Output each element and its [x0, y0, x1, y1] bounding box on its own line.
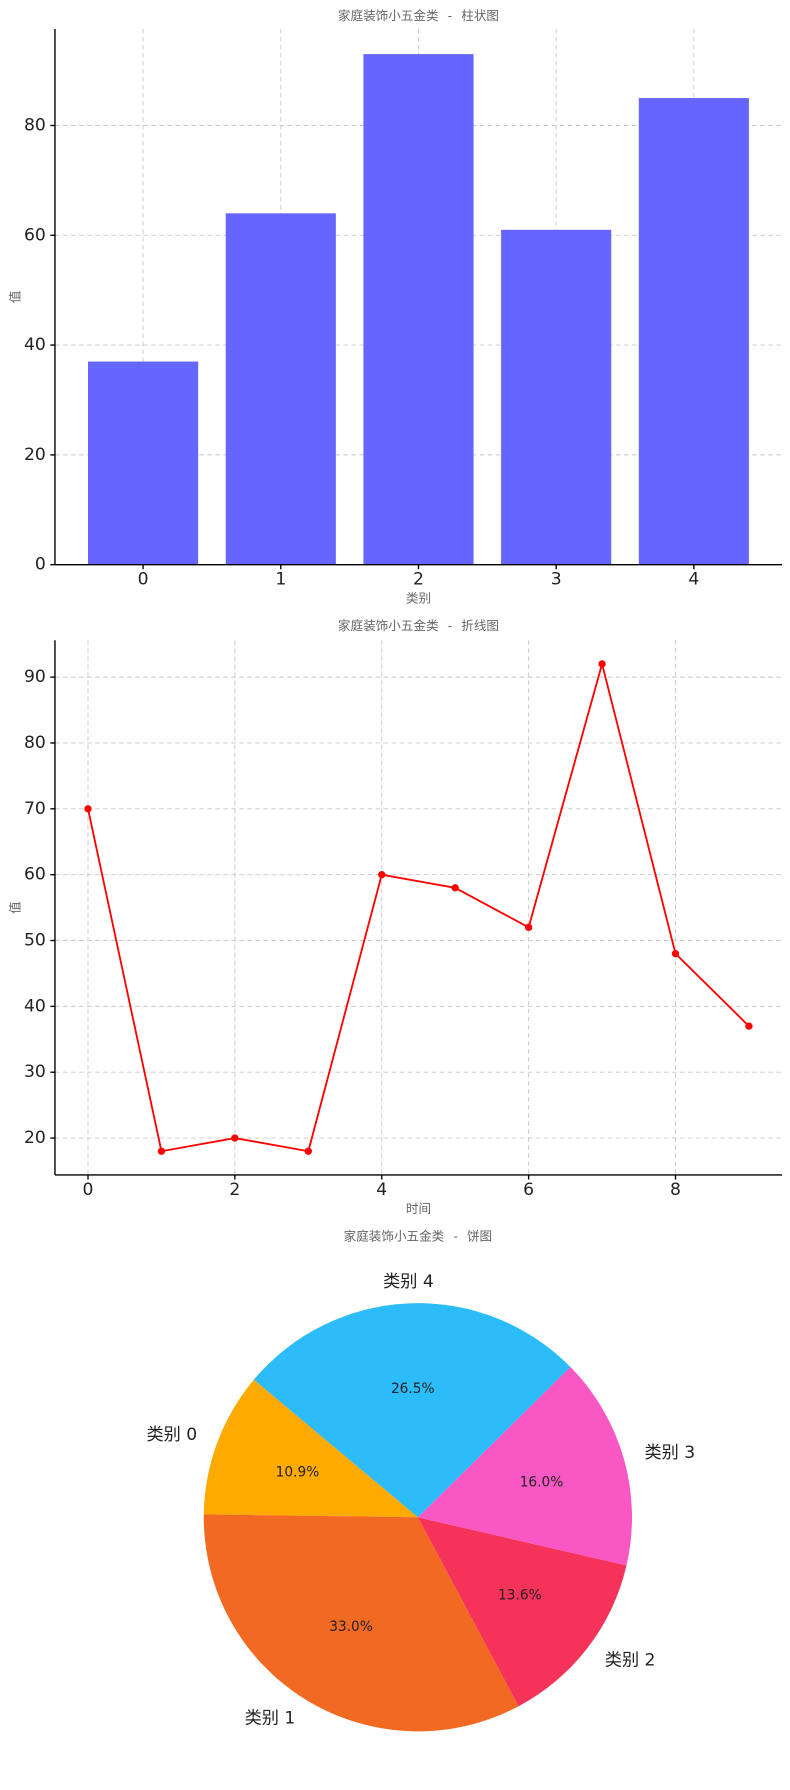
value-label: 10.9% [276, 1465, 320, 1481]
y-tick-label: 60 [24, 225, 46, 245]
y-tick-label: 0 [35, 555, 46, 575]
y-tick-label: 90 [24, 667, 46, 687]
pie-slice [417, 1517, 627, 1707]
y-tick-label: 80 [24, 115, 46, 135]
y-tick-label: 40 [24, 996, 46, 1016]
value-label: 33.0% [329, 1619, 373, 1635]
x-tick-label: 0 [138, 570, 149, 590]
pie-slice [203, 1514, 519, 1732]
value-label: 13.6% [498, 1587, 542, 1603]
x-tick-label: 4 [688, 570, 699, 590]
point [84, 805, 92, 813]
x-tick-label: 1 [275, 570, 286, 590]
y-tick-label: 30 [24, 1062, 46, 1082]
point [304, 1147, 312, 1155]
chart-title: 家庭装饰小五金类 - 柱状图 [338, 8, 499, 23]
point [451, 884, 459, 892]
point [524, 923, 533, 932]
point [157, 1147, 166, 1155]
slice-label: 类别 3 [645, 1443, 696, 1463]
bar [363, 54, 474, 565]
x-tick-label: 6 [523, 1180, 534, 1200]
chart-title: 家庭装饰小五金类 - 折线图 [338, 618, 499, 633]
y-axis-label: 值 [8, 290, 23, 303]
line [87, 660, 750, 1153]
x-tick-label: 3 [551, 570, 562, 590]
y-tick-label: 50 [24, 931, 46, 951]
x-axis-label: 类别 [406, 591, 431, 606]
point [671, 950, 680, 958]
x-tick-label: 2 [413, 570, 424, 590]
x-tick-label: 0 [83, 1180, 94, 1200]
slice-label: 类别 2 [605, 1651, 656, 1671]
point [745, 1022, 753, 1030]
value-label: 26.5% [391, 1381, 435, 1397]
y-tick-label: 20 [24, 445, 46, 465]
point [598, 660, 606, 668]
y-axis-label: 值 [8, 901, 23, 914]
y-tick-label: 20 [24, 1128, 46, 1148]
x-tick-label: 4 [376, 1180, 387, 1200]
slice-label: 类别 4 [383, 1272, 434, 1292]
point [378, 871, 386, 879]
y-tick-label: 40 [24, 335, 46, 355]
bar [225, 213, 336, 565]
bar [88, 361, 199, 565]
y-tick-label: 60 [24, 865, 46, 885]
x-axis-label: 时间 [406, 1201, 431, 1216]
chart-title: 家庭装饰小五金类 - 饼图 [344, 1228, 492, 1243]
pie-slice [253, 1303, 571, 1518]
y-tick-label: 80 [24, 733, 46, 753]
point [231, 1134, 239, 1142]
pie-slice [203, 1379, 418, 1518]
value-label: 16.0% [520, 1474, 564, 1490]
y-tick-label: 70 [24, 799, 46, 819]
bar [638, 98, 749, 565]
pie-slice [417, 1366, 632, 1566]
bar [501, 229, 612, 565]
slice-label: 类别 1 [245, 1708, 296, 1728]
x-tick-label: 2 [229, 1180, 240, 1200]
x-tick-label: 8 [670, 1180, 681, 1200]
slice-label: 类别 0 [146, 1425, 197, 1445]
